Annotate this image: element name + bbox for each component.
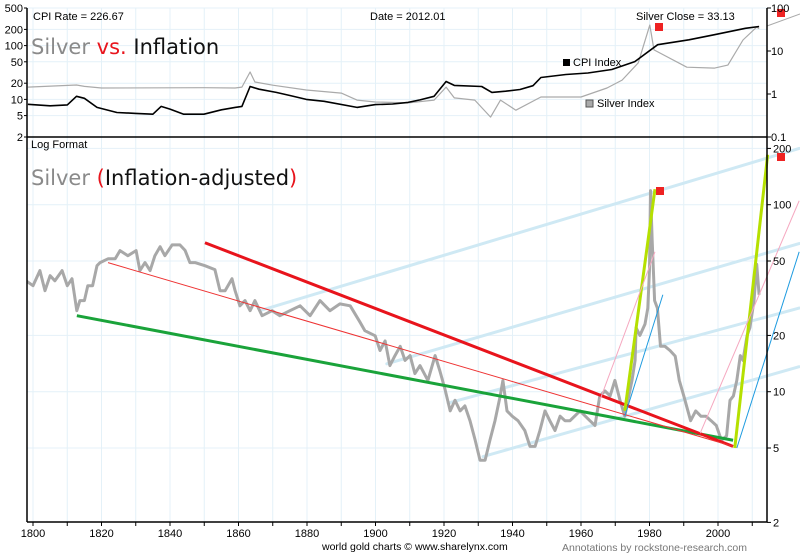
- top-chart-title: Silver vs. Inflation: [31, 35, 219, 59]
- x-tick-label: 1980: [637, 528, 661, 540]
- green-support-line: [76, 314, 734, 442]
- silver-1980-marker: [655, 23, 663, 31]
- top-left-tick-label: 5: [17, 111, 23, 123]
- top-left-tick-label: 200: [5, 24, 23, 36]
- bottom-right-tick-label: 50: [773, 256, 785, 268]
- lime-rally-line-1: [623, 189, 657, 412]
- top-panel-plot: [27, 24, 760, 118]
- cpi-legend-swatch: [563, 59, 570, 66]
- bottom-right-tick-label: 20: [773, 330, 785, 342]
- adjusted-current-marker: [777, 153, 785, 161]
- x-tick-label: 1820: [89, 528, 113, 540]
- silver-legend-swatch: [585, 99, 594, 108]
- x-tick-label: 1800: [21, 528, 45, 540]
- cpi-rate-readout: CPI Rate = 226.67: [33, 11, 124, 23]
- silver-close-readout: Silver Close = 33.13: [636, 11, 735, 23]
- bottom-right-tick-label: 2: [773, 517, 779, 529]
- top-left-tick-label: 500: [5, 3, 23, 15]
- silver-legend-label: Silver Index: [597, 98, 655, 110]
- top-right-tick-label: 0.1: [771, 132, 786, 144]
- top-left-tick-label: 20: [11, 78, 23, 90]
- bottom-right-tick-label: 200: [773, 143, 791, 155]
- adjusted-1980-marker: [656, 187, 664, 195]
- cpi-legend-label: CPI Index: [573, 57, 622, 69]
- blue-rally-line-2: [736, 251, 800, 449]
- title-paren-close: ): [289, 166, 297, 190]
- x-tick-label: 1860: [226, 528, 250, 540]
- bottom-right-tick-label: 10: [773, 387, 785, 399]
- title-inflation: Inflation: [133, 35, 219, 59]
- x-tick-label: 1940: [500, 528, 524, 540]
- top-left-tick-label: 2: [17, 132, 23, 144]
- x-tick-label: 2000: [706, 528, 730, 540]
- x-tick-label: 1960: [569, 528, 593, 540]
- channel-line-3: [446, 306, 800, 405]
- blue-rally-line-1: [624, 294, 664, 417]
- top-left-tick-label: 100: [5, 41, 23, 53]
- bottom-right-tick-label: 5: [773, 443, 779, 455]
- bottom-panel-plot: [27, 146, 800, 462]
- pink-rally-line-2: [699, 200, 800, 434]
- red-resistance-line: [204, 241, 734, 448]
- channel-line-1: [258, 146, 800, 313]
- bottom-right-tick-label: 100: [773, 200, 791, 212]
- silver-index-line: [27, 24, 760, 118]
- grid: [27, 7, 767, 522]
- cpi-index-line: [27, 25, 760, 115]
- lime-rally-line-2: [733, 154, 770, 449]
- channel-line-2: [385, 242, 800, 366]
- date-readout: Date = 2012.01: [370, 11, 446, 23]
- top-right-tick-label: 1: [771, 89, 777, 101]
- top-left-tick-label: 50: [11, 57, 23, 69]
- silver-extension-line: [766, 13, 800, 27]
- source-credit: world gold charts © www.sharelynx.com: [321, 541, 508, 553]
- bottom-chart-title: Silver (Inflation-adjusted): [31, 166, 297, 190]
- title-silver: Silver: [31, 35, 97, 59]
- top-left-tick-label: 10: [11, 94, 23, 106]
- x-tick-label: 1880: [295, 528, 319, 540]
- axes: 500200100502010521001010.120010050201052…: [5, 3, 800, 540]
- log-format-label: Log Format: [31, 139, 87, 151]
- title-paren-open: (: [97, 166, 105, 190]
- silver-inflation-adjusted-line: [27, 189, 761, 462]
- top-right-tick-label: 10: [771, 46, 783, 58]
- x-tick-label: 1840: [158, 528, 182, 540]
- thin-red-trend-line: [107, 262, 734, 447]
- annotation-credit: Annotations by rockstone-research.com: [562, 542, 747, 554]
- x-tick-label: 1900: [363, 528, 387, 540]
- title-silver-adj: Silver: [31, 166, 97, 190]
- x-tick-label: 1920: [432, 528, 456, 540]
- top-right-tick-label: 100: [771, 3, 789, 15]
- silver-current-marker: [777, 9, 785, 17]
- title-inflation-adjusted: Inflation-adjusted: [105, 166, 289, 190]
- pink-rally-line-1: [599, 251, 656, 401]
- title-vs: vs.: [97, 35, 134, 59]
